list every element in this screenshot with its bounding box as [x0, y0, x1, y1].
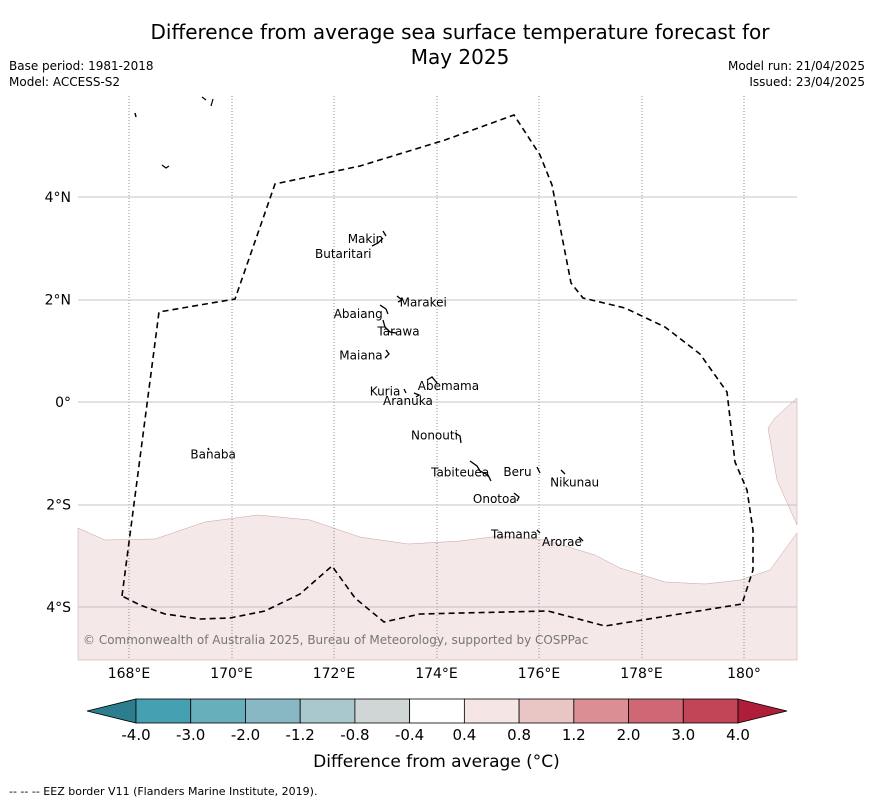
island-label-banaba: Banaba: [190, 448, 236, 462]
island-label-tamana: Tamana: [490, 528, 538, 542]
atoll-abaiang: [379, 304, 389, 315]
colorbar-tick-label: -1.2: [286, 726, 315, 740]
colorbar-box: [190, 698, 246, 724]
colorbar-tick-label: -0.4: [395, 726, 424, 740]
lat-tick-label: 2°S: [46, 498, 71, 514]
colorbar-box: [682, 698, 739, 724]
gridlines: [78, 96, 797, 660]
atoll-tarawa: [382, 319, 397, 334]
eez-footer-note: -- -- -- EEZ border V11 (Flanders Marine…: [9, 785, 318, 798]
lat-tick-label: 4°S: [46, 600, 71, 616]
atoll-aranuka: [413, 392, 421, 398]
reef-top-2: [134, 112, 137, 118]
lon-tick-label: 172°E: [313, 666, 356, 682]
lon-tick-label: 174°E: [415, 666, 458, 682]
model-run: Model run: 21/04/2025: [727, 59, 865, 73]
island-label-arorae: Arorae: [542, 535, 582, 549]
atoll-arorae: [578, 536, 584, 542]
colorbar-tick-label: 3.0: [671, 726, 695, 740]
title-line-1: Difference from average sea surface temp…: [150, 20, 770, 44]
model-name: Model: ACCESS-S2: [9, 75, 121, 89]
map-title: Difference from average sea surface temp…: [110, 20, 810, 70]
colorbar-tick-label: 4.0: [726, 726, 750, 740]
colorbar-title: Difference from average (°C): [313, 752, 560, 772]
colorbar-box: [354, 698, 411, 724]
island-label-abaiang: Abaiang: [334, 307, 383, 321]
lon-tick-label: 168°E: [108, 666, 151, 682]
colorbar-box: [245, 698, 301, 724]
island-label-butaritari: Butaritari: [315, 247, 372, 261]
island-label-beru: Beru: [503, 465, 531, 479]
lat-tick-label: 0°: [55, 395, 71, 411]
island-label-nikunau: Nikunau: [550, 476, 599, 490]
atoll-abemama: [426, 376, 438, 384]
atoll-makin: [382, 230, 387, 237]
atoll-banaba: [207, 447, 210, 451]
colorbar-tick-label: -2.0: [231, 726, 260, 740]
reef-top-1: [201, 96, 214, 107]
atoll-tamana: [536, 529, 541, 534]
title-line-2: May 2025: [410, 45, 510, 69]
meta-left: Base period: 1981-2018 Model: ACCESS-S2: [9, 58, 154, 90]
colorbar-box: [518, 698, 575, 724]
island-label-nonouti: Nonouti: [411, 428, 458, 442]
atoll-onotoa: [513, 492, 520, 502]
issued-date: Issued: 23/04/2025: [749, 75, 865, 89]
colorbar-arrow-low: [86, 698, 137, 724]
colorbar-tick-label: 2.0: [617, 726, 641, 740]
colorbar-tick-label: -4.0: [121, 726, 150, 740]
colorbar-box: [135, 698, 192, 724]
lon-tick-label: 176°E: [518, 666, 561, 682]
atoll-beru: [536, 466, 541, 474]
eez-boundary: [121, 114, 754, 627]
island-label-aranuka: Aranuka: [383, 394, 433, 408]
lon-tick-label: 180°: [727, 666, 761, 682]
island-label-kuria: Kuria: [370, 385, 401, 399]
colorbar-box: [628, 698, 684, 724]
island-label-tabiteuea: Tabiteuea: [430, 466, 489, 480]
island-label-abemama: Abemama: [418, 379, 479, 393]
meta-right: Model run: 21/04/2025 Issued: 23/04/2025: [728, 58, 865, 90]
atoll-nonouti: [454, 432, 462, 444]
copyright-text: © Commonwealth of Australia 2025, Bureau…: [83, 633, 588, 647]
latitude-tick-labels: 4°N 2°N 0° 2°S 4°S: [45, 190, 72, 616]
atoll-nikunau: [560, 469, 566, 475]
colorbar-box: [409, 698, 465, 724]
lon-tick-label: 170°E: [210, 666, 253, 682]
lat-tick-label: 2°N: [45, 293, 71, 309]
island-outlines: [207, 230, 584, 542]
island-label-maiana: Maiana: [339, 348, 382, 362]
lat-tick-label: 4°N: [45, 190, 71, 206]
reef-top-3: [161, 164, 170, 169]
island-label-marakei: Marakei: [400, 296, 447, 310]
longitude-tick-labels: 168°E 170°E 172°E 174°E 176°E 178°E 180°: [108, 666, 761, 682]
base-period: Base period: 1981-2018: [9, 59, 154, 73]
colorbar: -4.0 -3.0 -2.0 -1.2 -0.8 -0.4 0.4 0.8 1.2 2.0 3.0 4…: [86, 698, 788, 740]
island-label-makin: Makin: [348, 232, 384, 246]
colorbar-tick-label: -0.8: [340, 726, 369, 740]
island-label-tarawa: Tarawa: [376, 324, 419, 338]
island-label-onotoa: Onotoa: [473, 492, 517, 506]
lon-tick-label: 178°E: [620, 666, 663, 682]
colorbar-box: [573, 698, 629, 724]
colorbar-box: [463, 698, 520, 724]
colorbar-tick-label: 0.4: [452, 726, 476, 740]
colorbar-box: [299, 698, 356, 724]
colorbar-tick-label: 0.8: [507, 726, 531, 740]
colorbar-tick-label: 1.2: [562, 726, 586, 740]
atoll-maiana: [384, 349, 390, 359]
colorbar-tick-label: -3.0: [176, 726, 205, 740]
atoll-butaritari: [371, 237, 384, 247]
warm-anomaly-region-east: [767, 397, 798, 526]
atoll-tabiteuea: [469, 460, 492, 482]
atoll-kuria: [403, 388, 407, 394]
colorbar-arrow-high: [737, 698, 788, 724]
atoll-marakei: [396, 295, 404, 303]
